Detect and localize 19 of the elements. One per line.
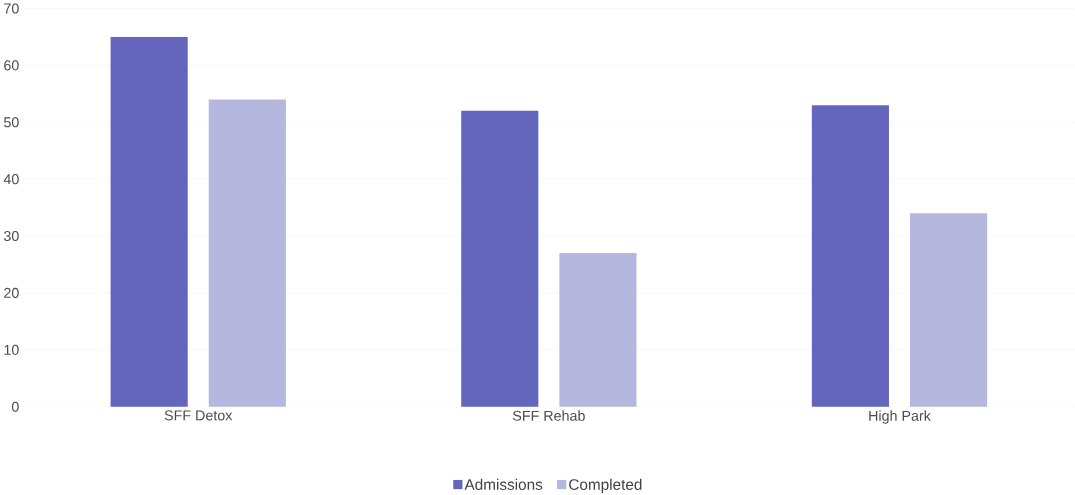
y-tick-label: 70 xyxy=(4,3,19,14)
y-tick-label: 40 xyxy=(3,173,19,184)
x-tick-label: SFF Rehab xyxy=(512,410,585,421)
bar xyxy=(208,99,286,407)
y-tick-label: 30 xyxy=(3,230,19,241)
legend-label: Admissions xyxy=(464,478,543,490)
bar xyxy=(910,213,988,407)
bar xyxy=(461,110,539,407)
y-tick-label: 50 xyxy=(3,116,19,128)
bar xyxy=(110,36,188,407)
y-tick-label: 0 xyxy=(11,401,19,412)
y-tick-label: 60 xyxy=(4,60,19,71)
y-tick-label: 10 xyxy=(4,344,19,355)
legend-label: Completed xyxy=(569,478,642,493)
bar xyxy=(559,252,637,407)
x-tick-label: High Park xyxy=(869,410,931,424)
bar xyxy=(811,104,889,407)
y-tick-label: 20 xyxy=(4,287,19,298)
x-tick-label: SFF Detox xyxy=(164,410,233,421)
